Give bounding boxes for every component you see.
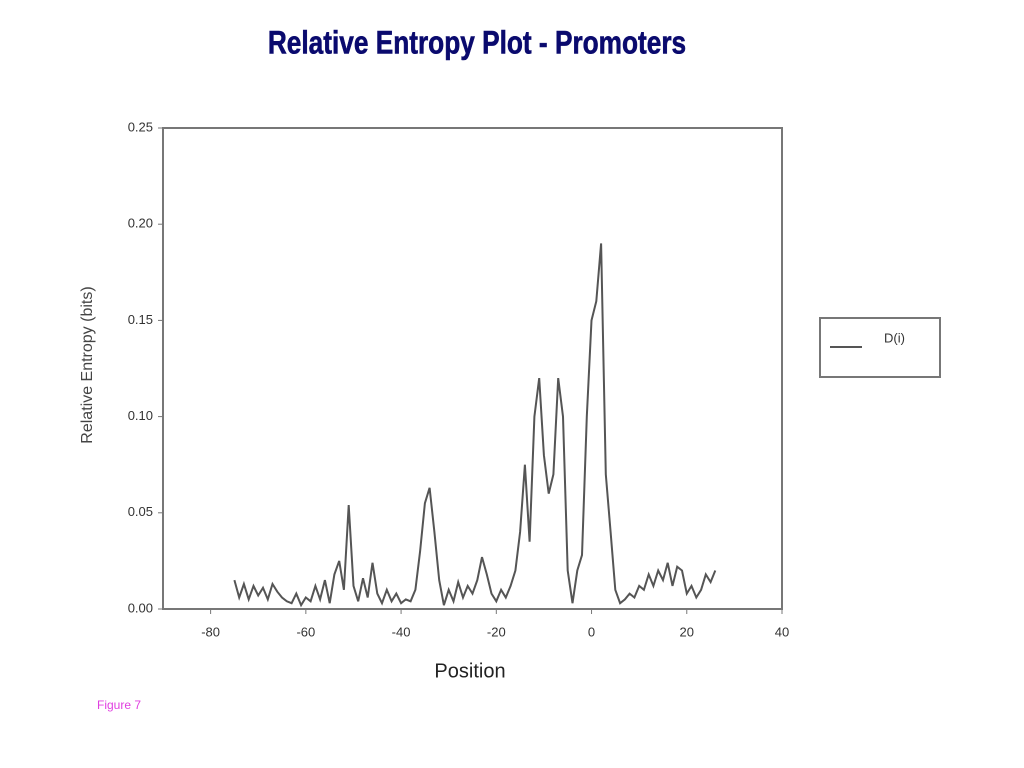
x-tick-label: -60: [296, 624, 315, 639]
x-axis-label: Position: [434, 660, 505, 682]
x-tick-label: 20: [680, 624, 694, 639]
x-tick-label: 40: [775, 624, 789, 639]
x-tick-label: -40: [392, 624, 411, 639]
y-tick-label: 0.25: [128, 119, 153, 134]
plot-frame: [162, 127, 783, 610]
x-tick-label: -20: [487, 624, 506, 639]
caption: Figure 7: [97, 698, 141, 712]
y-tick-label: 0.00: [128, 600, 153, 615]
chart-title: Relative Entropy Plot - Promoters: [268, 26, 686, 61]
x-tick-label: -80: [201, 624, 220, 639]
y-tick-label: 0.15: [128, 312, 153, 327]
y-tick-label: 0.10: [128, 408, 153, 423]
y-axis-label: Relative Entropy (bits): [79, 286, 96, 443]
x-tick-label: 0: [588, 624, 595, 639]
legend-label: D(i): [884, 330, 905, 345]
y-tick-label: 0.05: [128, 504, 153, 519]
y-tick-label: 0.20: [128, 216, 153, 231]
data-line: [233, 243, 717, 608]
